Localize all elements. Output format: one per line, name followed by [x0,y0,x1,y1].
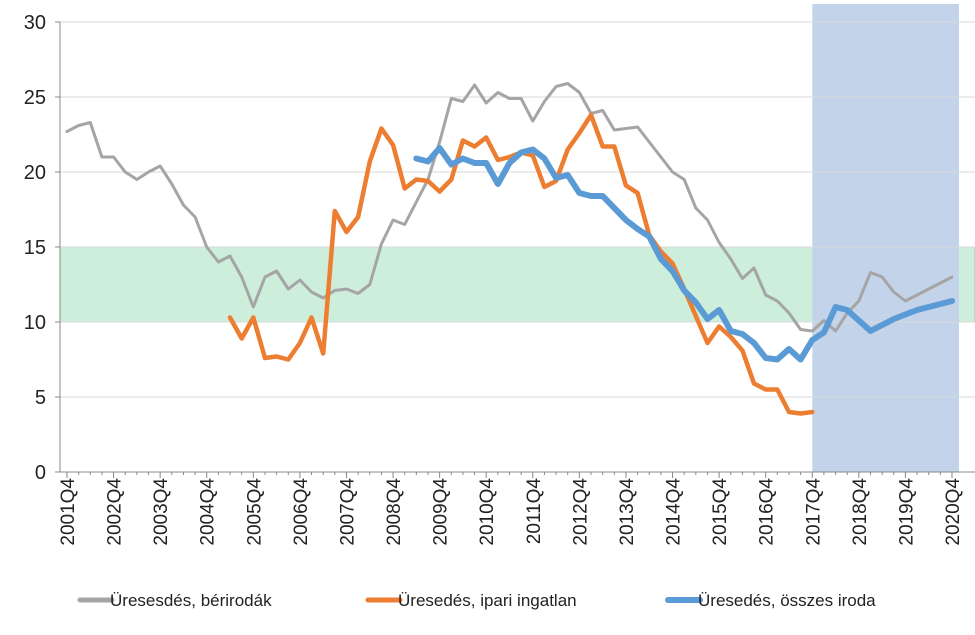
x-tick-label-2018Q4: 2018Q4 [850,478,871,546]
x-tick-label-2009Q4: 2009Q4 [431,478,452,546]
chart-bands [59,4,975,472]
legend-label-1: Üresesdés, bérirodák [110,591,272,610]
series-line-3 [413,145,955,363]
y-tick-label-0: 0 [35,462,46,484]
x-tick-label-2011Q4: 2011Q4 [524,478,545,545]
x-axis-ticks: 2001Q4 2002Q4 2003Q4 2004Q4 2005Q4 2006Q4 2007… [58,472,964,546]
x-tick-label-2015Q4: 2015Q4 [710,478,731,546]
forecast-region [812,4,959,472]
x-tick-label-2003Q4: 2003Q4 [151,478,172,546]
legend-label-2: Üresedés, ipari ingatlan [398,591,577,610]
x-tick-label-2020Q4: 2020Q4 [943,478,964,546]
x-tick-label-2002Q4: 2002Q4 [105,478,126,546]
x-tick-label-2006Q4: 2006Q4 [291,478,312,546]
x-tick-label-2019Q4: 2019Q4 [896,478,917,546]
x-tick-label-2008Q4: 2008Q4 [384,478,405,546]
x-tick-label-2004Q4: 2004Q4 [198,478,219,546]
y-tick-label-30: 30 [24,12,46,34]
legend: Üresesdés, bérirodák Üresedés, ipari inga… [77,591,876,610]
x-tick-label-2001Q4: 2001Q4 [58,478,79,546]
x-tick-label-2014Q4: 2014Q4 [664,478,685,546]
y-tick-label-15: 15 [24,237,46,259]
series-line-1 [65,82,954,333]
legend-label-3: Üresedés, összes iroda [698,591,876,610]
x-tick-label-2007Q4: 2007Q4 [338,478,359,546]
y-tick-label-5: 5 [35,387,46,409]
x-tick-label-2016Q4: 2016Q4 [757,478,778,546]
x-tick-label-2012Q4: 2012Q4 [570,478,591,546]
x-tick-label-2013Q4: 2013Q4 [617,478,638,546]
y-tick-label-10: 10 [24,312,46,334]
y-axis-ticks: 0 5 10 15 20 25 30 [24,12,60,484]
y-tick-label-20: 20 [24,162,46,184]
x-tick-label-2017Q4: 2017Q4 [803,478,824,546]
y-tick-label-25: 25 [24,87,46,109]
x-tick-label-2010Q4: 2010Q4 [477,478,498,546]
x-tick-label-2005Q4: 2005Q4 [244,478,265,546]
series-layer [65,82,955,416]
